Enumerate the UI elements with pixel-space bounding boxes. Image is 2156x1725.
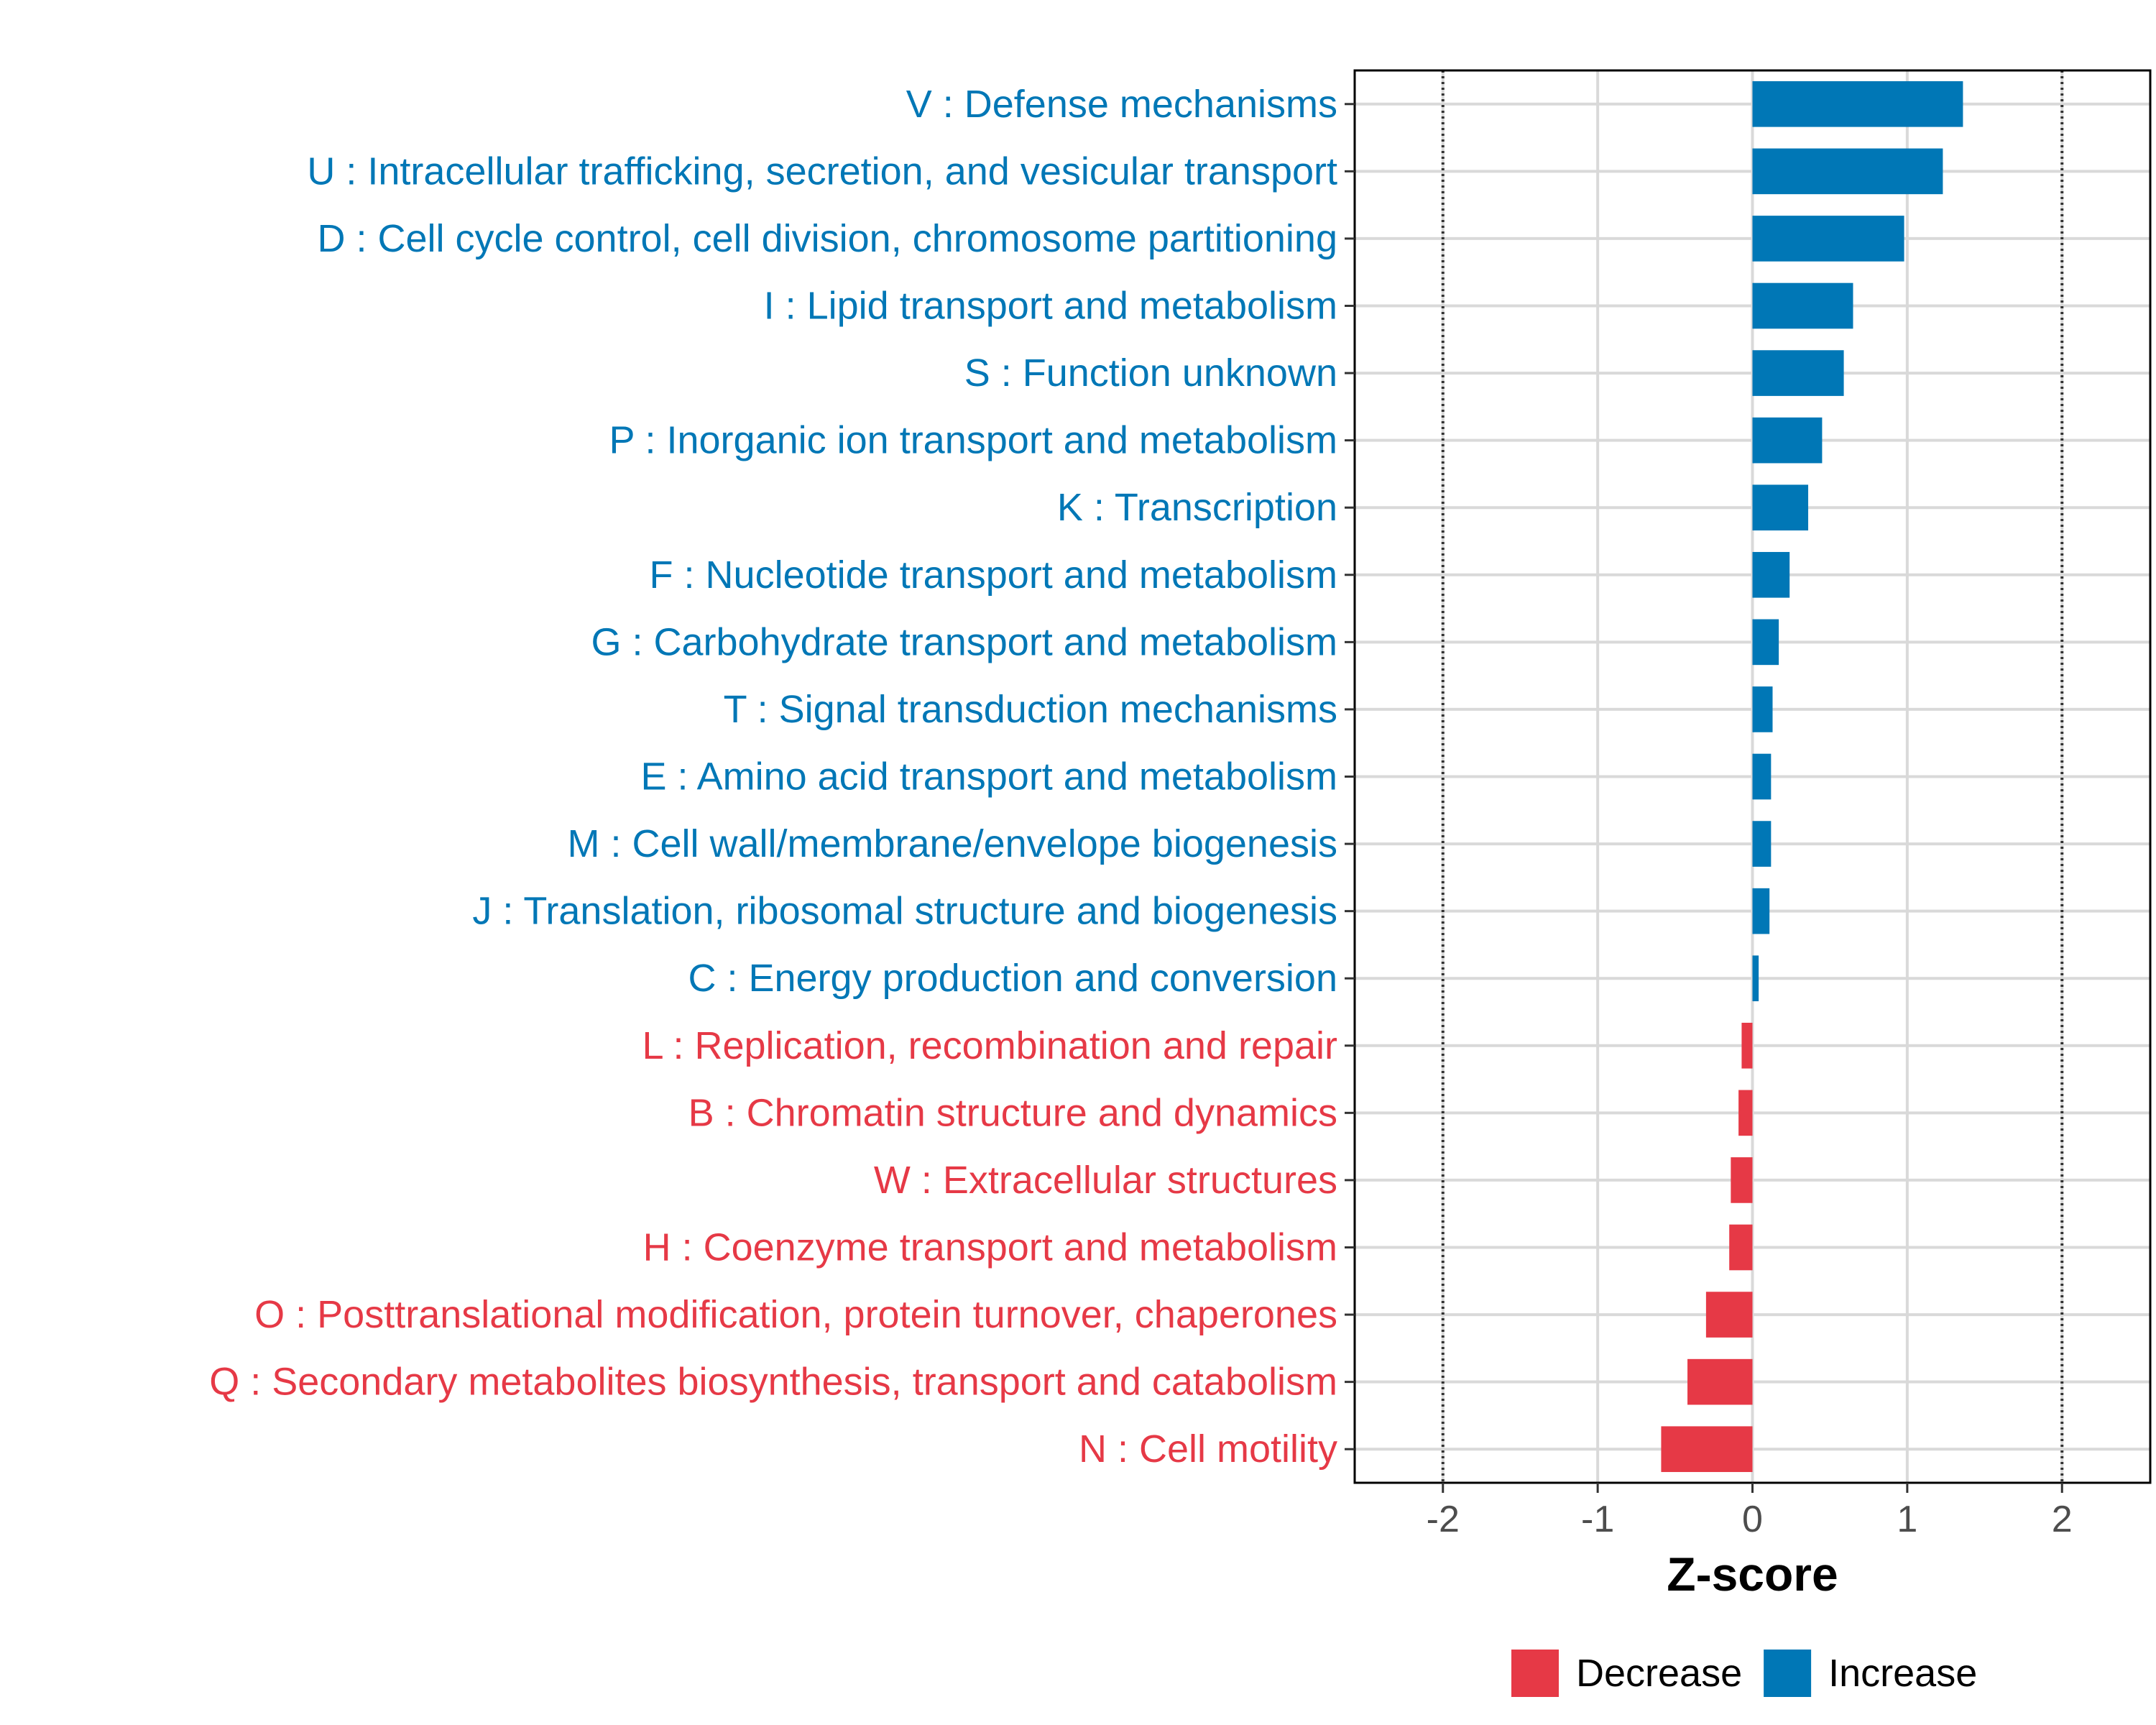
bar <box>1752 686 1773 732</box>
bar <box>1752 821 1772 867</box>
bar <box>1741 1022 1753 1069</box>
category-label: M : Cell wall/membrane/envelope biogenes… <box>567 822 1337 865</box>
category-label: T : Signal transduction mechanisms <box>724 688 1337 731</box>
category-label: J : Translation, ribosomal structure and… <box>472 890 1337 933</box>
x-tick-label: -1 <box>1581 1499 1614 1540</box>
bar <box>1752 551 1790 598</box>
bar <box>1687 1358 1753 1405</box>
category-label: W : Extracellular structures <box>874 1159 1337 1202</box>
x-axis-ticks: -2 -1 0 1 2 <box>1427 1483 2073 1540</box>
bar <box>1705 1292 1753 1338</box>
bar <box>1738 1090 1753 1136</box>
category-label: C : Energy production and conversion <box>688 957 1337 1000</box>
category-label: B : Chromatin structure and dynamics <box>688 1091 1337 1134</box>
legend: Decrease Increase <box>1511 1650 1977 1697</box>
category-label: O : Posttranslational modification, prot… <box>254 1293 1337 1336</box>
category-label: S : Function unknown <box>964 351 1337 395</box>
bar <box>1731 1157 1753 1203</box>
bar <box>1752 417 1823 464</box>
category-label: U : Intracellular trafficking, secretion… <box>307 150 1337 193</box>
category-label: V : Defense mechanisms <box>906 83 1337 126</box>
legend-swatch <box>1511 1650 1559 1697</box>
category-label: Q : Secondary metabolites biosynthesis, … <box>209 1361 1337 1404</box>
bars <box>1661 80 1963 1473</box>
legend-label: Increase <box>1828 1652 1977 1695</box>
bar <box>1752 350 1844 396</box>
y-axis-ticks <box>1345 103 1355 1450</box>
category-label: I : Lipid transport and metabolism <box>764 285 1337 328</box>
bar <box>1661 1426 1753 1473</box>
bar <box>1752 753 1772 800</box>
bar <box>1752 484 1809 531</box>
category-label: L : Replication, recombination and repai… <box>642 1024 1337 1067</box>
category-label: F : Nucleotide transport and metabolism <box>650 553 1337 597</box>
x-tick-label: 0 <box>1742 1499 1763 1540</box>
x-tick-label: -2 <box>1427 1499 1460 1540</box>
legend-label: Decrease <box>1576 1652 1742 1695</box>
category-label: E : Amino acid transport and metabolism <box>641 755 1337 799</box>
bar <box>1752 282 1853 329</box>
x-tick-label: 2 <box>2052 1499 2073 1540</box>
bar <box>1752 619 1779 666</box>
bar <box>1752 80 1963 127</box>
category-label: K : Transcription <box>1057 486 1337 529</box>
category-label: N : Cell motility <box>1079 1427 1337 1471</box>
category-label: G : Carbohydrate transport and metabolis… <box>591 620 1338 663</box>
bar <box>1752 148 1943 195</box>
bar <box>1752 955 1759 1002</box>
legend-swatch <box>1764 1650 1812 1697</box>
category-label: D : Cell cycle control, cell division, c… <box>317 217 1337 260</box>
bar <box>1729 1224 1753 1271</box>
x-axis-title: Z-score <box>1667 1547 1838 1601</box>
category-label: H : Coenzyme transport and metabolism <box>643 1226 1337 1269</box>
category-label: P : Inorganic ion transport and metaboli… <box>609 419 1337 462</box>
x-tick-label: 1 <box>1897 1499 1917 1540</box>
y-axis-labels: V : Defense mechanisms U : Intracellular … <box>209 83 1337 1471</box>
bar <box>1752 888 1770 934</box>
bar <box>1752 216 1904 262</box>
